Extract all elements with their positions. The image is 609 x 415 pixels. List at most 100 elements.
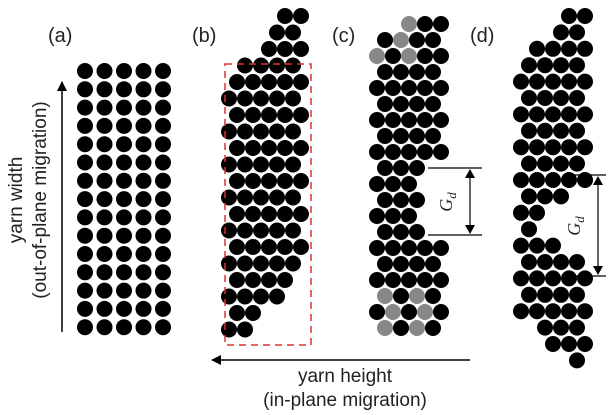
fiber — [277, 206, 293, 222]
fiber — [529, 106, 545, 122]
fiber — [116, 301, 132, 317]
fiber — [561, 41, 577, 57]
fiber — [569, 24, 585, 40]
fiber — [285, 124, 301, 140]
fiber — [237, 322, 253, 338]
fiber — [521, 123, 537, 139]
fiber — [221, 157, 237, 173]
fiber — [433, 304, 449, 320]
fiber — [537, 254, 553, 270]
fiber — [245, 206, 261, 222]
fiber — [569, 156, 585, 172]
fiber — [136, 155, 152, 171]
fiber — [97, 228, 113, 244]
fiber — [136, 100, 152, 116]
fiber — [221, 190, 237, 206]
fiber — [385, 240, 401, 256]
fiber — [155, 100, 171, 116]
fiber — [97, 173, 113, 189]
fiber — [253, 157, 269, 173]
fiber — [385, 176, 401, 192]
fiber — [385, 48, 401, 64]
fiber — [97, 283, 113, 299]
panel-label: (a) — [48, 25, 72, 47]
fiber — [425, 32, 441, 48]
fiber — [77, 136, 93, 152]
fiber — [577, 41, 593, 57]
fiber — [116, 191, 132, 207]
panel-label: (b) — [192, 25, 216, 47]
fiber — [417, 16, 433, 32]
fiber — [269, 91, 285, 107]
fiber — [545, 139, 561, 155]
fiber — [97, 301, 113, 317]
fiber — [529, 205, 545, 221]
fiber — [529, 270, 545, 286]
fiber — [277, 239, 293, 255]
fiber — [221, 124, 237, 140]
fiber — [116, 81, 132, 97]
fiber — [545, 106, 561, 122]
fiber — [561, 303, 577, 319]
fiber — [529, 303, 545, 319]
fiber — [237, 256, 253, 272]
fiber — [521, 57, 537, 73]
fiber — [377, 320, 393, 336]
fiber — [155, 228, 171, 244]
fiber — [401, 272, 417, 288]
fiber — [229, 140, 245, 156]
fiber — [577, 74, 593, 90]
fiber — [401, 144, 417, 160]
fiber — [136, 81, 152, 97]
fiber — [136, 301, 152, 317]
fiber — [221, 223, 237, 239]
fiber — [245, 107, 261, 123]
fiber — [237, 190, 253, 206]
fiber — [229, 239, 245, 255]
fiber — [97, 81, 113, 97]
fiber — [521, 90, 537, 106]
fiber — [136, 228, 152, 244]
fiber — [433, 144, 449, 160]
gap-label: Gd — [436, 192, 459, 212]
fiber — [229, 107, 245, 123]
fiber — [377, 256, 393, 272]
fiber — [393, 32, 409, 48]
fiber — [97, 100, 113, 116]
fiber — [553, 156, 569, 172]
figure: (a) (b) (c) (d) yarn width (out-of-plane… — [0, 0, 609, 415]
fiber — [221, 322, 237, 338]
fiber — [245, 272, 261, 288]
fiber — [229, 272, 245, 288]
fiber — [293, 41, 309, 57]
fiber — [521, 287, 537, 303]
fiber — [77, 209, 93, 225]
fiber — [545, 238, 561, 254]
fiber — [253, 58, 269, 74]
fiber — [425, 128, 441, 144]
fiber — [116, 209, 132, 225]
fiber — [155, 136, 171, 152]
fiber — [577, 303, 593, 319]
fiber — [253, 289, 269, 305]
fiber — [537, 156, 553, 172]
fiber — [77, 301, 93, 317]
fiber — [237, 223, 253, 239]
fiber — [253, 124, 269, 140]
fiber — [237, 124, 253, 140]
fiber — [136, 283, 152, 299]
fiber — [237, 157, 253, 173]
fiber — [401, 208, 417, 224]
fiber — [401, 48, 417, 64]
fiber — [277, 8, 293, 24]
fiber — [229, 74, 245, 90]
fiber — [433, 16, 449, 32]
fiber — [537, 123, 553, 139]
fiber — [393, 288, 409, 304]
fiber — [513, 303, 529, 319]
gap-label: Gd — [564, 216, 587, 236]
fiber — [553, 320, 569, 336]
fiber — [529, 139, 545, 155]
fiber — [285, 91, 301, 107]
fiber — [97, 246, 113, 262]
